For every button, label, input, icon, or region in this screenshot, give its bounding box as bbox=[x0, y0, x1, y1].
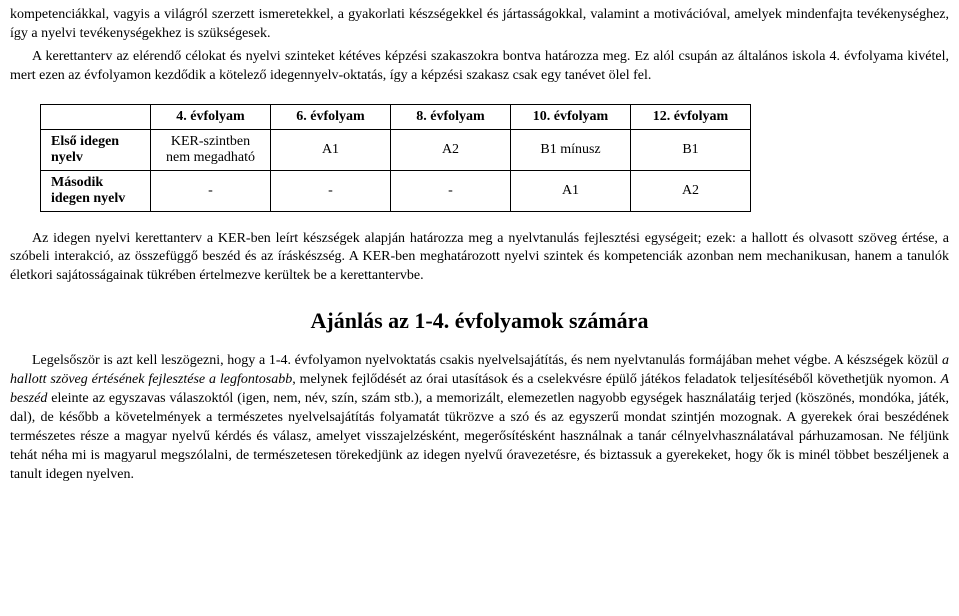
table-cell: - bbox=[151, 170, 271, 211]
table-cell: A2 bbox=[391, 129, 511, 170]
paragraph-ker-competencies: Az idegen nyelvi kerettanterv a KER-ben … bbox=[10, 230, 949, 287]
table-cell: A1 bbox=[511, 170, 631, 211]
table-row: Első idegen nyelv KER-szintben nem megad… bbox=[41, 129, 751, 170]
table-cell: KER-szintben nem megadható bbox=[151, 129, 271, 170]
table-header-grade12: 12. évfolyam bbox=[631, 104, 751, 129]
para4-part-c: eleinte az egyszavas válaszoktól (igen, … bbox=[10, 391, 949, 482]
paragraph-framework-levels: A kerettanterv az elérendő célokat és ny… bbox=[10, 48, 949, 86]
table-header-grade6: 6. évfolyam bbox=[271, 104, 391, 129]
table-cell: B1 mínusz bbox=[511, 129, 631, 170]
table-cell: - bbox=[271, 170, 391, 211]
table-row: Második idegen nyelv - - - A1 A2 bbox=[41, 170, 751, 211]
row-label-second-language: Második idegen nyelv bbox=[41, 170, 151, 211]
heading-recommendation: Ajánlás az 1-4. évfolyamok számára bbox=[10, 308, 949, 334]
table-header-empty bbox=[41, 104, 151, 129]
table-cell: A1 bbox=[271, 129, 391, 170]
table-header-grade10: 10. évfolyam bbox=[511, 104, 631, 129]
paragraph-grade-1-4: Legelsőször is azt kell leszögezni, hogy… bbox=[10, 352, 949, 484]
table-cell: - bbox=[391, 170, 511, 211]
para4-part-b: , melynek fejlődését az órai utasítások … bbox=[292, 372, 940, 387]
table-cell: A2 bbox=[631, 170, 751, 211]
table-header-row: 4. évfolyam 6. évfolyam 8. évfolyam 10. … bbox=[41, 104, 751, 129]
table-header-grade8: 8. évfolyam bbox=[391, 104, 511, 129]
row-label-first-language: Első idegen nyelv bbox=[41, 129, 151, 170]
table-cell: B1 bbox=[631, 129, 751, 170]
language-levels-table: 4. évfolyam 6. évfolyam 8. évfolyam 10. … bbox=[40, 104, 751, 212]
table-header-grade4: 4. évfolyam bbox=[151, 104, 271, 129]
para4-part-a: Legelsőször is azt kell leszögezni, hogy… bbox=[32, 353, 942, 368]
paragraph-competencies: kompetenciákkal, vagyis a világról szerz… bbox=[10, 6, 949, 44]
